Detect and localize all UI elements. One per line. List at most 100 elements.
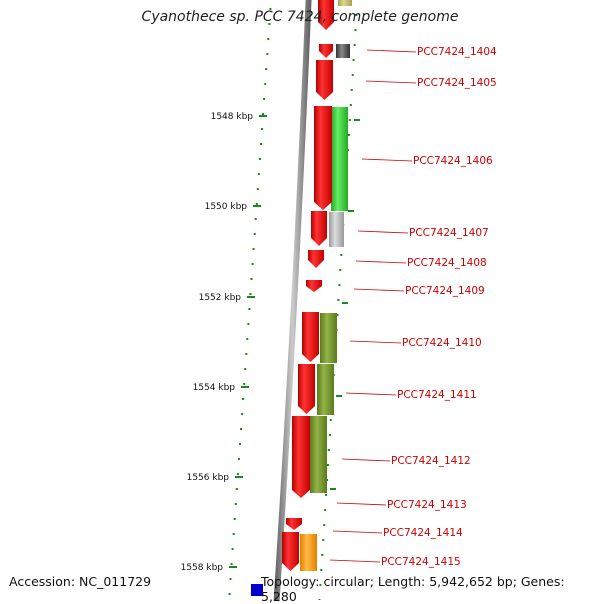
- major-tick: [259, 115, 267, 117]
- minor-tick: [237, 458, 240, 460]
- major-tick: [235, 476, 243, 478]
- minor-tick: [256, 188, 259, 190]
- tick-label: 1554 kbp: [193, 383, 236, 393]
- minor-tick: [262, 113, 265, 115]
- minor-tick: [252, 248, 255, 250]
- gene-label[interactable]: PCC7424_1414: [383, 527, 463, 539]
- minor-tick: [254, 218, 257, 220]
- minor-tick: [351, 74, 354, 76]
- cds-arrow[interactable]: [314, 106, 332, 210]
- minor-tick: [352, 59, 355, 61]
- minor-tick: [337, 299, 340, 301]
- minor-tick: [353, 44, 356, 46]
- gene-label[interactable]: PCC7424_1408: [407, 257, 487, 269]
- cog-feature: [329, 212, 344, 247]
- minor-tick: [242, 398, 245, 400]
- label-leader-line: [365, 80, 417, 84]
- cog-feature: [300, 534, 317, 571]
- minor-tick: [258, 158, 261, 160]
- label-leader-line: [355, 260, 407, 264]
- minor-tick: [251, 263, 254, 265]
- minor-tick: [350, 89, 353, 91]
- minor-tick: [322, 539, 325, 541]
- minor-tick: [347, 134, 350, 136]
- major-tick: [253, 205, 261, 207]
- minor-tick: [340, 254, 343, 256]
- cds-arrow[interactable]: [286, 518, 302, 530]
- minor-tick: [355, 14, 358, 16]
- cds-arrow[interactable]: [298, 364, 315, 414]
- minor-tick: [260, 143, 262, 145]
- cog-track: [251, 0, 352, 596]
- gene-label[interactable]: PCC7424_1409: [405, 285, 485, 297]
- minor-tick: [255, 203, 258, 205]
- major-tick: [348, 210, 354, 212]
- gene-label[interactable]: PCC7424_1405: [417, 77, 497, 89]
- minor-tick: [328, 434, 331, 436]
- cds-arrow[interactable]: [308, 250, 324, 268]
- cds-arrow[interactable]: [306, 280, 322, 292]
- minor-tick: [232, 533, 235, 535]
- minor-tick: [240, 428, 242, 430]
- label-leader-line: [345, 392, 397, 396]
- label-leader-line: [361, 158, 413, 162]
- label-leader-line: [329, 559, 381, 563]
- label-leader-line: [332, 530, 383, 534]
- tick-label: 1556 kbp: [187, 473, 230, 483]
- minor-tick: [253, 233, 256, 235]
- gene-label[interactable]: PCC7424_1410: [402, 337, 482, 349]
- major-tick: [330, 488, 336, 490]
- major-tick: [336, 395, 342, 397]
- minor-tick: [231, 548, 234, 550]
- minor-tick: [233, 518, 236, 520]
- tick-label: 1550 kbp: [205, 202, 248, 212]
- minor-tick: [339, 269, 342, 271]
- minor-tick: [257, 173, 260, 175]
- major-tick: [247, 296, 255, 298]
- gene-label[interactable]: PCC7424_1412: [391, 455, 471, 467]
- minor-tick: [321, 554, 324, 556]
- gene-label[interactable]: PCC7424_1407: [409, 227, 489, 239]
- cds-arrow[interactable]: [282, 532, 299, 571]
- major-tick: [229, 566, 237, 568]
- gene-labels: PCC7424_1404 PCC7424_1405 PCC7424_1406 PCC7…: [381, 46, 497, 568]
- label-leader-line: [357, 230, 409, 234]
- gene-label[interactable]: PCC7424_1411: [397, 389, 477, 401]
- gene-label[interactable]: PCC7424_1406: [413, 155, 493, 167]
- minor-tick: [249, 293, 252, 295]
- cog-feature: [320, 313, 337, 363]
- label-leader-line: [336, 502, 387, 506]
- minor-tick: [327, 464, 329, 466]
- minor-tick: [235, 488, 238, 490]
- cds-arrow[interactable]: [319, 44, 333, 58]
- minor-tick: [229, 578, 232, 580]
- cds-arrow[interactable]: [318, 0, 334, 30]
- cds-arrow[interactable]: [311, 211, 327, 246]
- minor-tick: [248, 308, 251, 310]
- minor-tick: [236, 473, 239, 475]
- gene-label[interactable]: PCC7424_1413: [387, 499, 467, 511]
- cog-feature: [336, 44, 350, 58]
- minor-tick: [269, 8, 272, 10]
- minor-tick: [336, 314, 339, 316]
- minor-tick: [250, 278, 253, 280]
- major-tick: [354, 119, 360, 121]
- gene-label[interactable]: PCC7424_1404: [417, 46, 497, 58]
- minor-tick: [327, 449, 330, 451]
- minor-tick: [247, 323, 250, 325]
- tick-label: 1552 kbp: [199, 293, 242, 303]
- minor-tick: [266, 53, 269, 55]
- cds-arrow[interactable]: [292, 416, 310, 498]
- cds-arrow[interactable]: [302, 312, 319, 362]
- gene-label[interactable]: PCC7424_1415: [381, 556, 461, 568]
- minor-tick: [230, 563, 233, 565]
- minor-tick: [319, 584, 322, 586]
- minor-tick: [261, 128, 263, 130]
- cog-feature: [338, 0, 352, 6]
- minor-tick: [354, 29, 357, 31]
- minor-tick: [268, 23, 271, 25]
- cds-arrow[interactable]: [316, 60, 333, 100]
- cog-feature: [251, 584, 263, 596]
- label-leader-line: [341, 458, 391, 462]
